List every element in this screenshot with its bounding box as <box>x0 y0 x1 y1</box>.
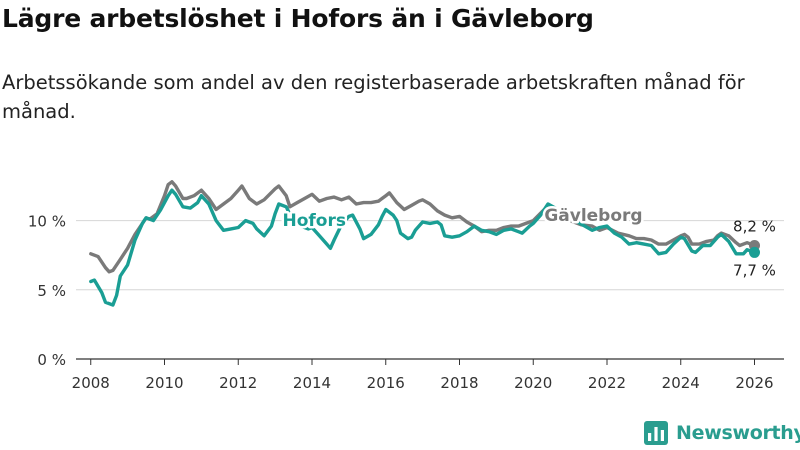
y-tick-label: 10 % <box>28 213 66 231</box>
series-line-gavleborg <box>89 180 757 274</box>
x-tick-label: 2016 <box>367 374 405 392</box>
x-tick-label: 2018 <box>440 374 478 392</box>
newsworthy-logo-text: Newsworthy <box>676 422 800 444</box>
y-tick-label: 0 % <box>37 351 66 369</box>
chart-subtitle: Arbetssökande som andel av den registerb… <box>2 71 745 123</box>
axis-labels: 0 % 5 % 10 % 2008 2010 2012 2014 2016 2018 2020 20… <box>28 213 774 392</box>
newsworthy-logo-icon <box>644 421 668 445</box>
newsworthy-logo: Newsworthy <box>644 420 800 446</box>
x-tick-label: 2010 <box>145 374 183 392</box>
series-annotation-gavleborg: Gävleborg <box>544 206 642 226</box>
x-tick-label: 2024 <box>662 374 700 392</box>
series-annotation-hofors: Hofors <box>283 211 346 231</box>
x-tick-label: 2022 <box>588 374 626 392</box>
y-tick-label: 5 % <box>37 282 66 300</box>
x-tick-label: 2008 <box>72 374 110 392</box>
x-tick-label: 2020 <box>514 374 552 392</box>
end-label-hofors: 7,7 % <box>733 261 776 279</box>
series-labels: 8,2 % 7,7 % Hofors Gävleborg <box>280 204 776 280</box>
gridlines <box>76 220 784 360</box>
series-line-hofors <box>89 188 757 307</box>
end-label-gavleborg: 8,2 % <box>733 218 776 236</box>
line-chart: 0 % 5 % 10 % 2008 2010 2012 2014 2016 2018 2020 20… <box>28 180 784 392</box>
x-tick-label: 2014 <box>293 374 331 392</box>
series-lines <box>89 180 760 307</box>
x-tick-label: 2026 <box>735 374 773 392</box>
endpoint-marker-hofors <box>749 246 760 258</box>
x-tick-label: 2012 <box>219 374 257 392</box>
chart-title: Lägre arbetslöshet i Hofors än i Gävlebo… <box>2 4 594 33</box>
